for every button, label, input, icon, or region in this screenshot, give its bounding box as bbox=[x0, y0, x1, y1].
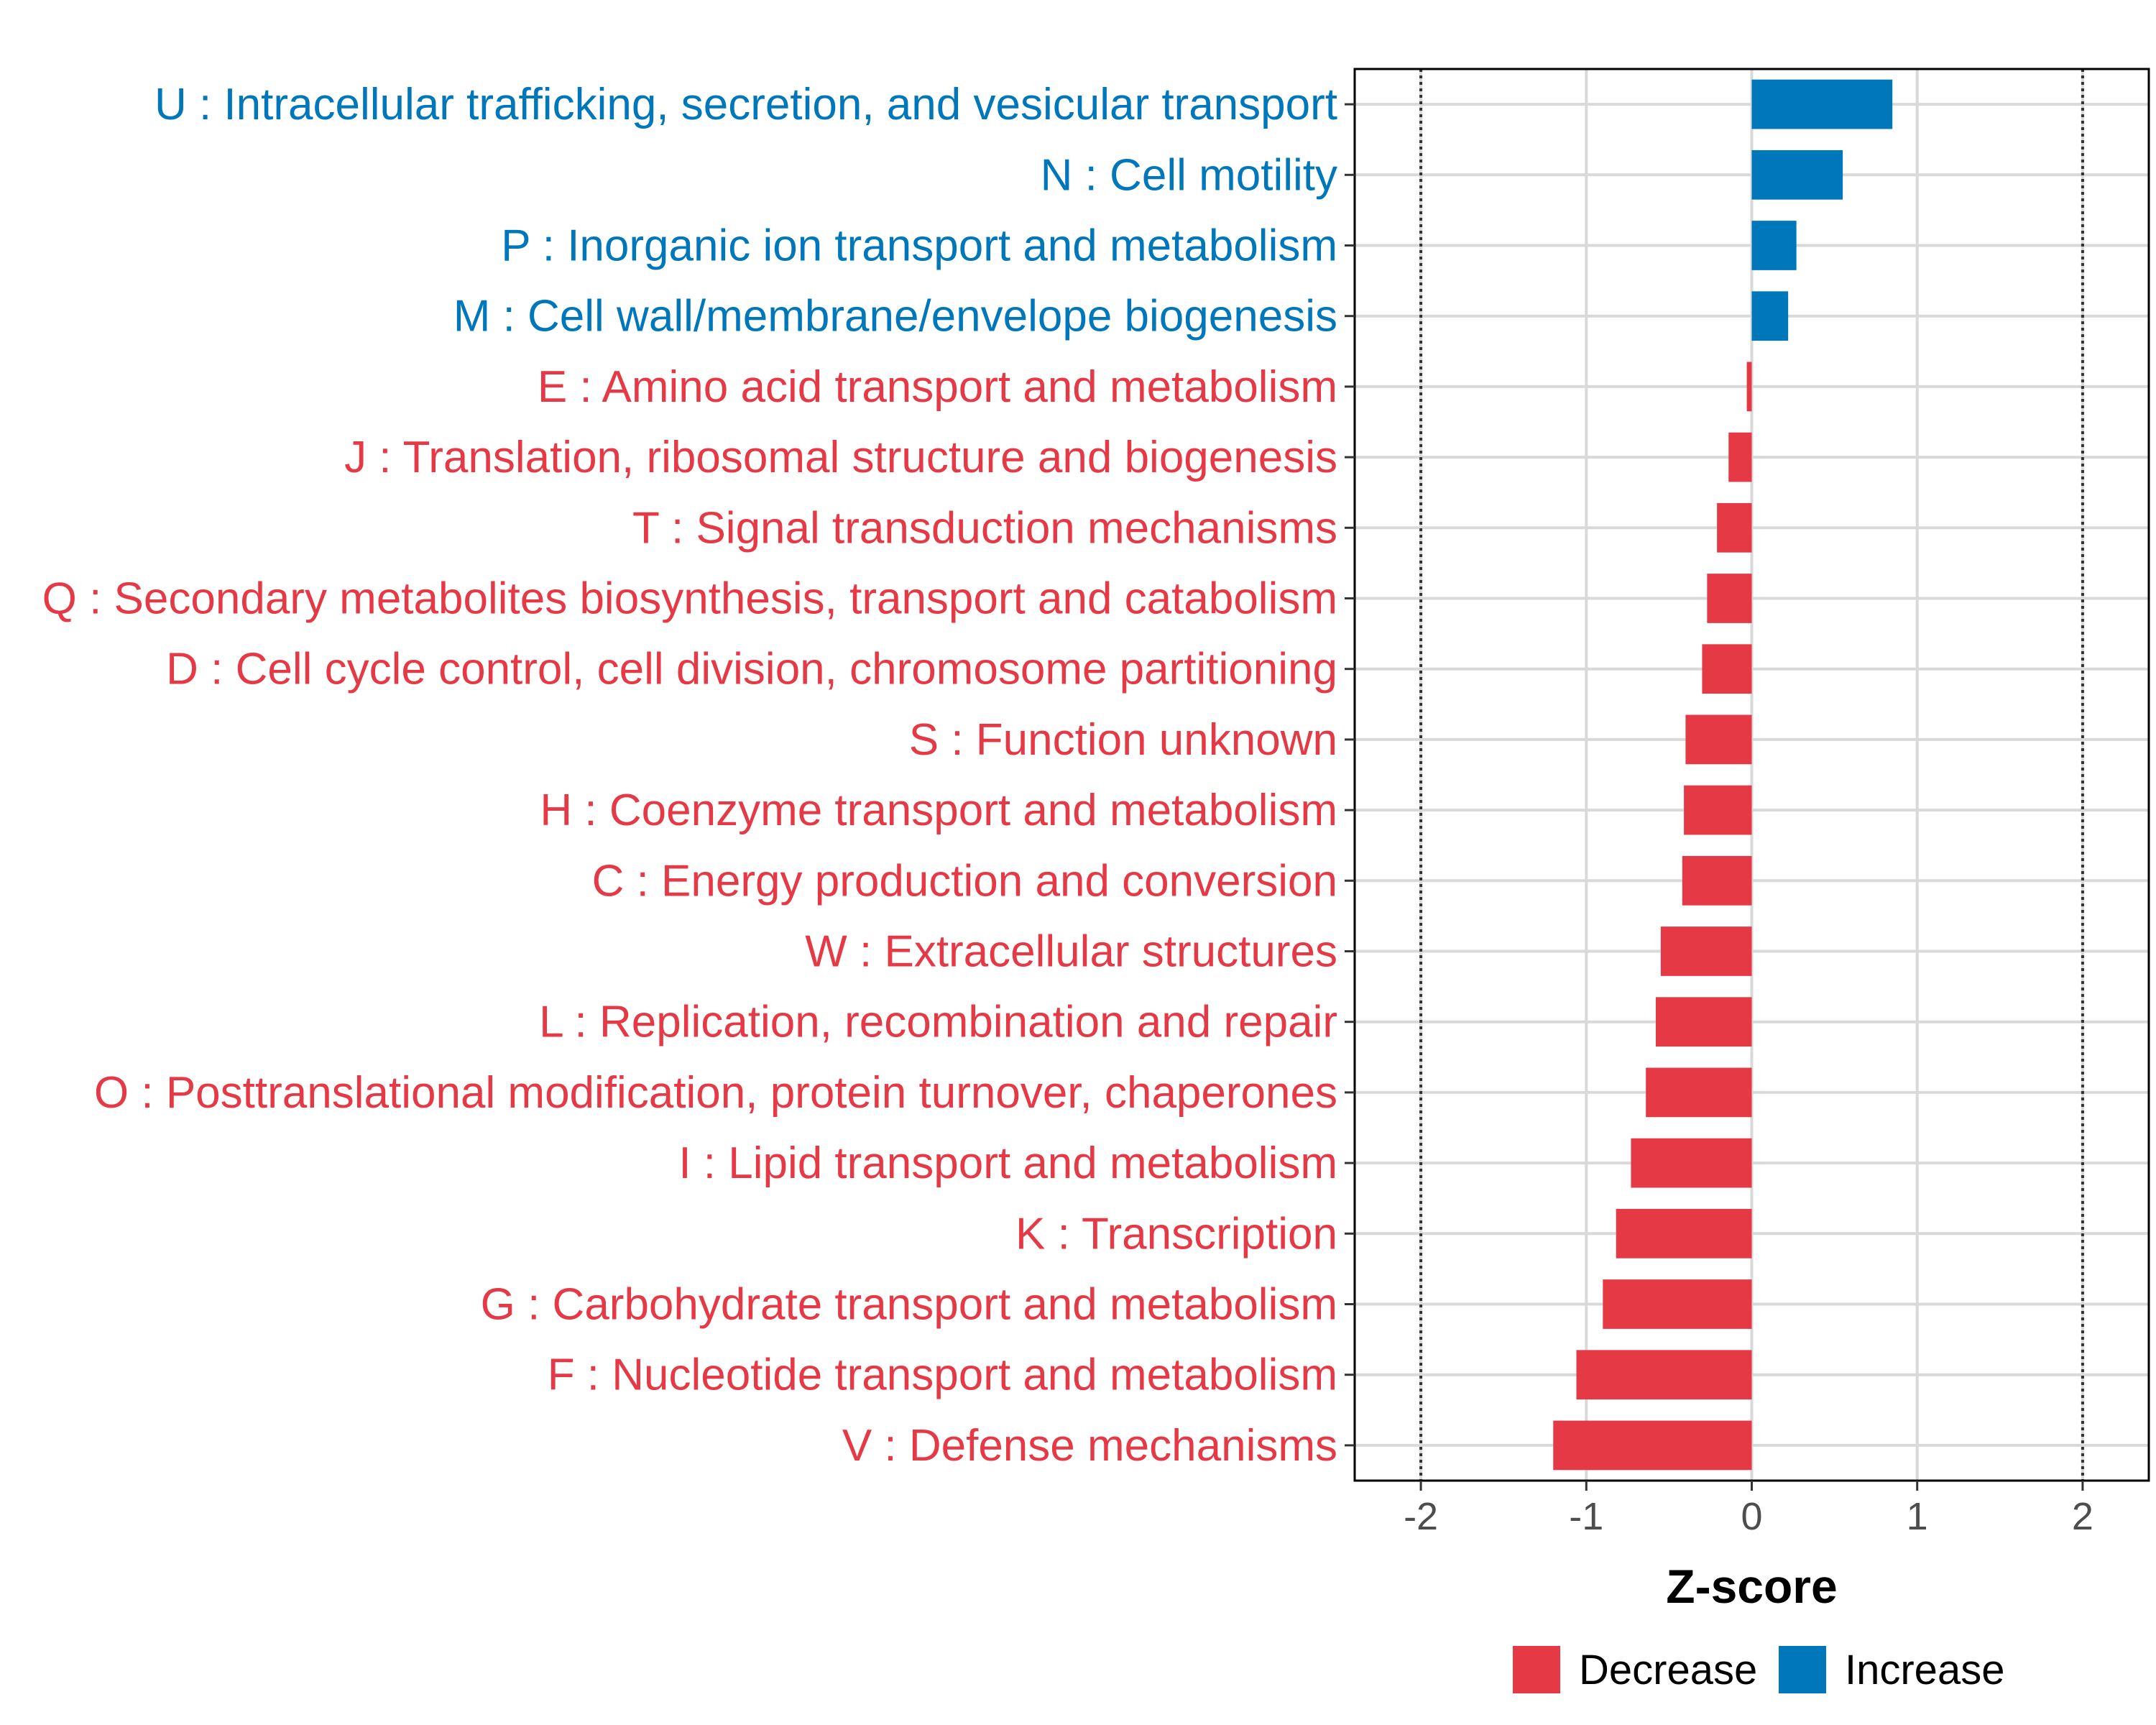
bar bbox=[1751, 291, 1789, 341]
category-label: N : Cell motility bbox=[1041, 150, 1337, 200]
category-label: C : Energy production and conversion bbox=[592, 856, 1337, 906]
category-label: V : Defense mechanisms bbox=[842, 1421, 1337, 1471]
bar bbox=[1576, 1350, 1752, 1400]
bar bbox=[1682, 855, 1752, 906]
bar bbox=[1746, 362, 1752, 412]
category-label: G : Carbohydrate transport and metabolis… bbox=[481, 1280, 1337, 1330]
bar bbox=[1728, 432, 1752, 482]
x-tick-label: -2 bbox=[1404, 1495, 1438, 1538]
bar bbox=[1685, 714, 1752, 765]
legend-label-decrease: Decrease bbox=[1579, 1647, 1757, 1693]
category-label: Q : Secondary metabolites biosynthesis, … bbox=[42, 574, 1337, 624]
x-tick-label: 0 bbox=[1741, 1495, 1762, 1538]
bar bbox=[1751, 79, 1893, 129]
x-tick-label: -1 bbox=[1569, 1495, 1603, 1538]
category-label: F : Nucleotide transport and metabolism bbox=[548, 1351, 1337, 1400]
category-label: W : Extracellular structures bbox=[805, 927, 1337, 977]
category-label: U : Intracellular trafficking, secretion… bbox=[155, 80, 1337, 129]
category-label: M : Cell wall/membrane/envelope biogenes… bbox=[453, 292, 1337, 341]
bar bbox=[1603, 1279, 1752, 1329]
category-label: J : Translation, ribosomal structure and… bbox=[344, 433, 1337, 482]
legend-key-decrease bbox=[1513, 1646, 1560, 1693]
bar bbox=[1655, 997, 1752, 1047]
x-tick-label: 1 bbox=[1907, 1495, 1928, 1538]
x-tick-labels: -2 -1 0 1 2 bbox=[1404, 1495, 2093, 1538]
bar bbox=[1751, 221, 1797, 270]
category-label: P : Inorganic ion transport and metaboli… bbox=[501, 221, 1337, 271]
bar bbox=[1751, 150, 1843, 200]
legend-key-increase bbox=[1779, 1646, 1826, 1693]
bar bbox=[1684, 785, 1752, 835]
category-label: D : Cell cycle control, cell division, c… bbox=[166, 645, 1337, 694]
category-label: T : Signal transduction mechanisms bbox=[632, 503, 1337, 553]
category-label: E : Amino acid transport and metabolism bbox=[538, 362, 1337, 412]
bar bbox=[1631, 1138, 1752, 1188]
category-label: O : Posttranslational modification, prot… bbox=[94, 1068, 1337, 1118]
bar bbox=[1660, 926, 1752, 976]
axis-ticks bbox=[1345, 103, 2084, 1491]
category-labels: U : Intracellular trafficking, secretion… bbox=[42, 80, 1337, 1471]
bar bbox=[1707, 574, 1752, 623]
bar bbox=[1616, 1208, 1752, 1259]
category-label: L : Replication, recombination and repai… bbox=[539, 998, 1337, 1047]
bars bbox=[1553, 79, 1893, 1471]
category-label: H : Coenzyme transport and metabolism bbox=[540, 786, 1337, 835]
bar bbox=[1553, 1420, 1752, 1471]
reference-lines bbox=[1419, 69, 2084, 1481]
bar bbox=[1702, 644, 1752, 694]
bar bbox=[1717, 502, 1752, 553]
x-axis-title: Z-score bbox=[1666, 1560, 1837, 1613]
bar bbox=[1646, 1067, 1752, 1118]
x-tick-label: 2 bbox=[2072, 1495, 2093, 1538]
legend: Decrease Increase bbox=[1513, 1646, 2004, 1693]
category-label: S : Function unknown bbox=[909, 715, 1337, 765]
category-label: K : Transcription bbox=[1015, 1209, 1337, 1259]
category-label: I : Lipid transport and metabolism bbox=[678, 1138, 1337, 1188]
legend-label-increase: Increase bbox=[1845, 1647, 2004, 1693]
